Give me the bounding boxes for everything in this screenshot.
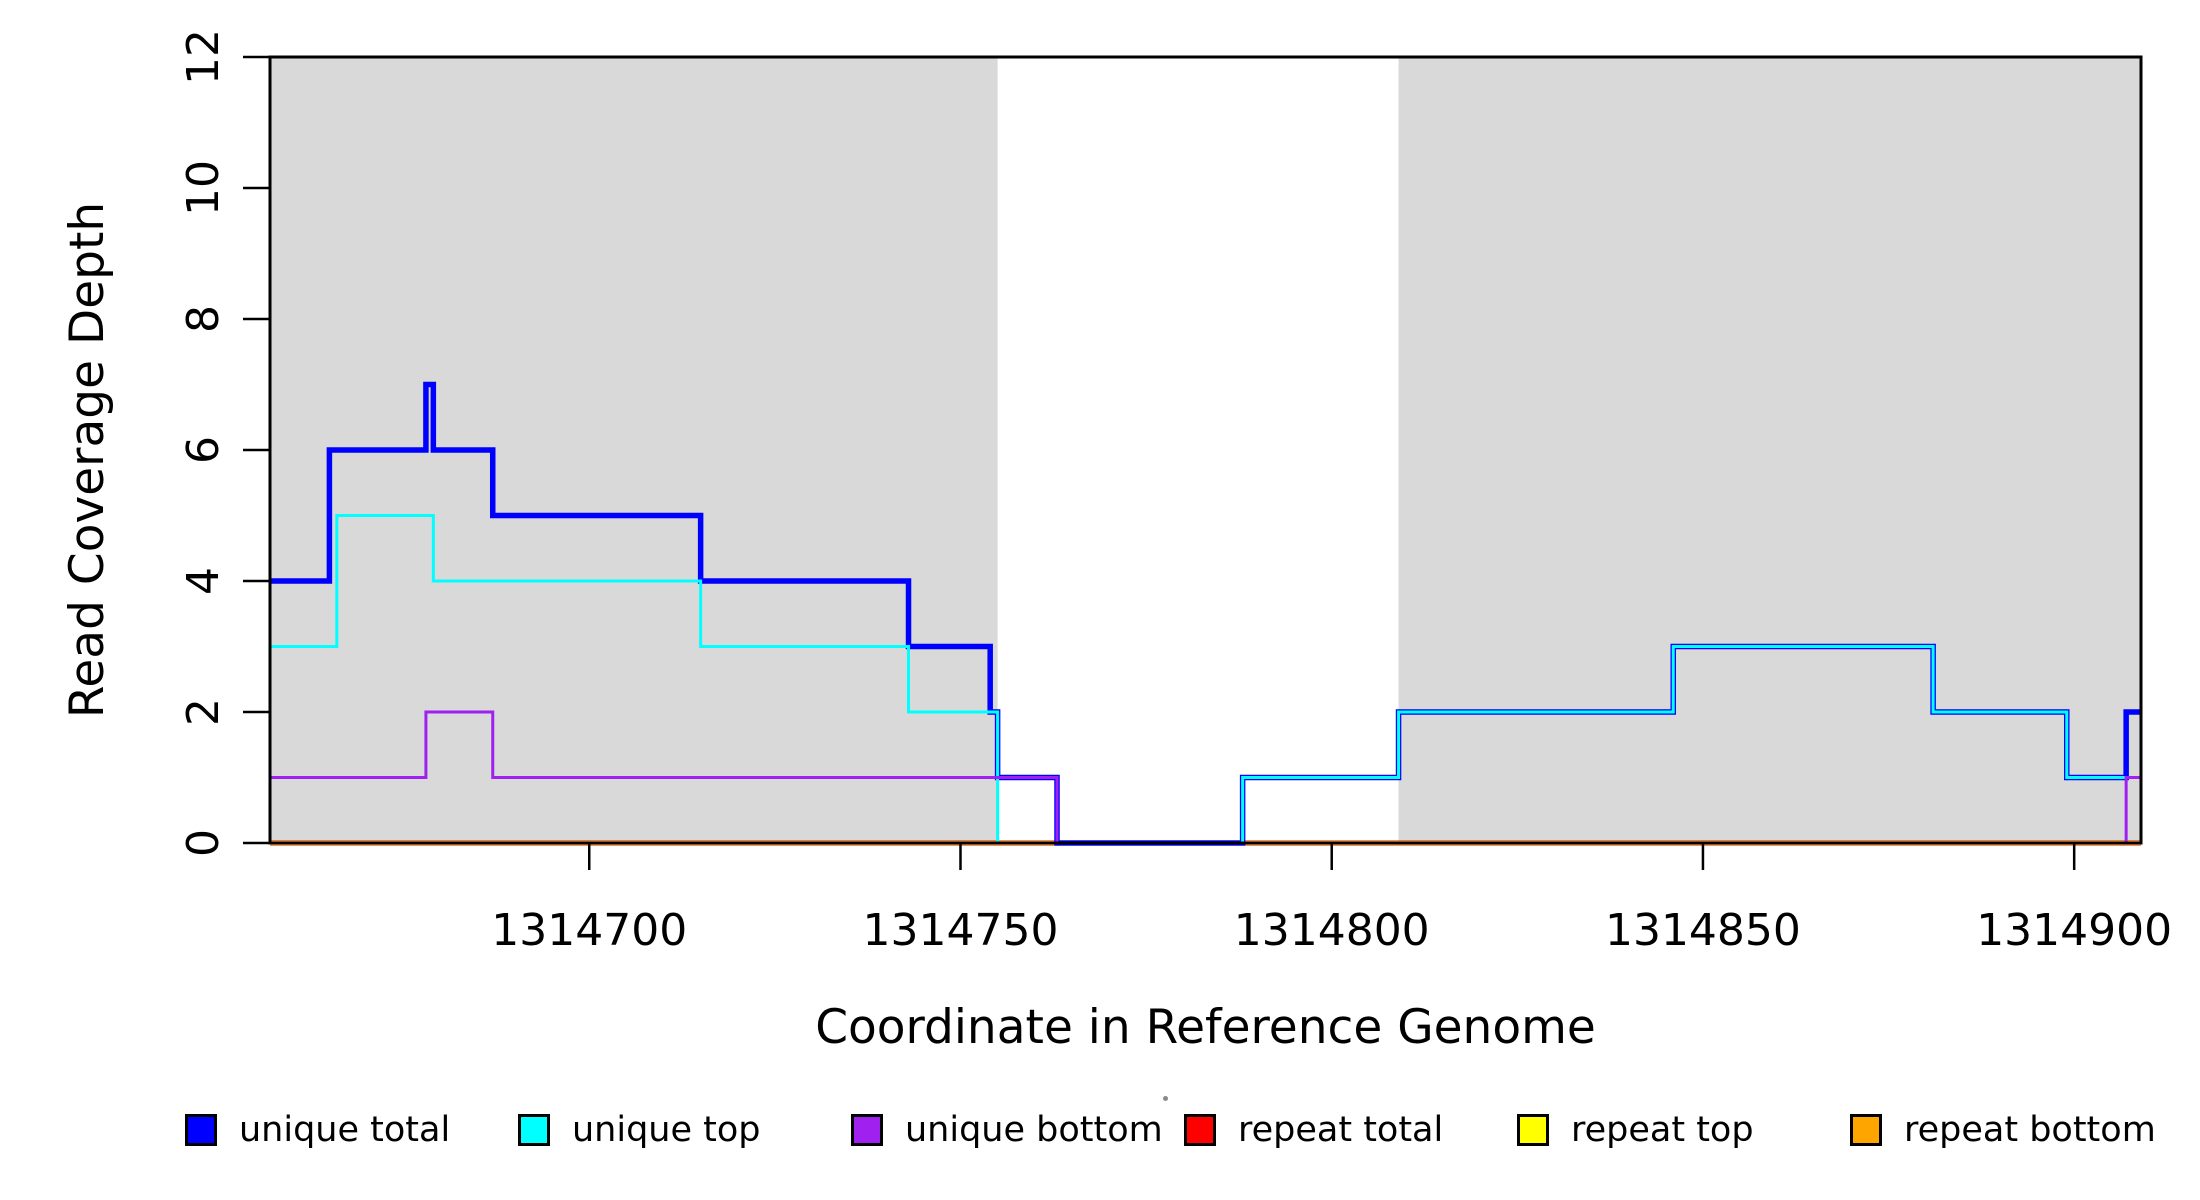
legend-item-unique-bottom: unique bottom [851, 1106, 1184, 1154]
legend-item-repeat-bottom: repeat bottom [1850, 1106, 2183, 1154]
legend-item-repeat-top: repeat top [1517, 1106, 1850, 1154]
y-tick-label-3: 6 [178, 436, 229, 464]
legend-item-unique-total: unique total [185, 1106, 518, 1154]
y-tick-label-4: 8 [178, 305, 229, 333]
legend-label-unique-top: unique top [572, 1110, 761, 1150]
x-tick-label-4: 1314900 [1976, 905, 2172, 956]
x-tick-label-0: 1314700 [491, 905, 687, 956]
legend-label-unique-total: unique total [239, 1110, 451, 1150]
x-tick-label-2: 1314800 [1234, 905, 1430, 956]
legend-swatch-repeat-total [1184, 1114, 1216, 1146]
legend-label-unique-bottom: unique bottom [905, 1110, 1163, 1150]
legend-swatch-unique-total [185, 1114, 217, 1146]
legend-label-repeat-total: repeat total [1238, 1110, 1444, 1150]
x-axis-title: Coordinate in Reference Genome [815, 1000, 1596, 1055]
y-tick-label-6: 12 [178, 29, 229, 85]
x-tick-label-3: 1314850 [1605, 905, 1801, 956]
y-tick-label-0: 0 [178, 829, 229, 857]
shaded-region-2 [1398, 57, 2141, 843]
legend-label-repeat-top: repeat top [1571, 1110, 1754, 1150]
legend-swatch-unique-top [518, 1114, 550, 1146]
series-unique-bottom [270, 710, 2141, 845]
legend-swatch-unique-bottom [851, 1114, 883, 1146]
y-axis-title: Read Coverage Depth [60, 201, 115, 719]
legend-item-repeat-total: repeat total [1184, 1106, 1517, 1154]
legend-swatch-repeat-bottom [1850, 1114, 1882, 1146]
legend-swatch-repeat-top [1517, 1114, 1549, 1146]
y-tick-label-1: 2 [178, 698, 229, 726]
x-tick-label-1: 1314750 [863, 905, 1059, 956]
legend-item-unique-top: unique top [518, 1106, 851, 1154]
y-tick-label-2: 4 [178, 567, 229, 595]
legend: unique total unique top unique bottom repea… [185, 1106, 2183, 1154]
y-tick-label-5: 10 [178, 160, 229, 216]
stray-mark [1163, 1096, 1168, 1101]
legend-label-repeat-bottom: repeat bottom [1904, 1110, 2156, 1150]
